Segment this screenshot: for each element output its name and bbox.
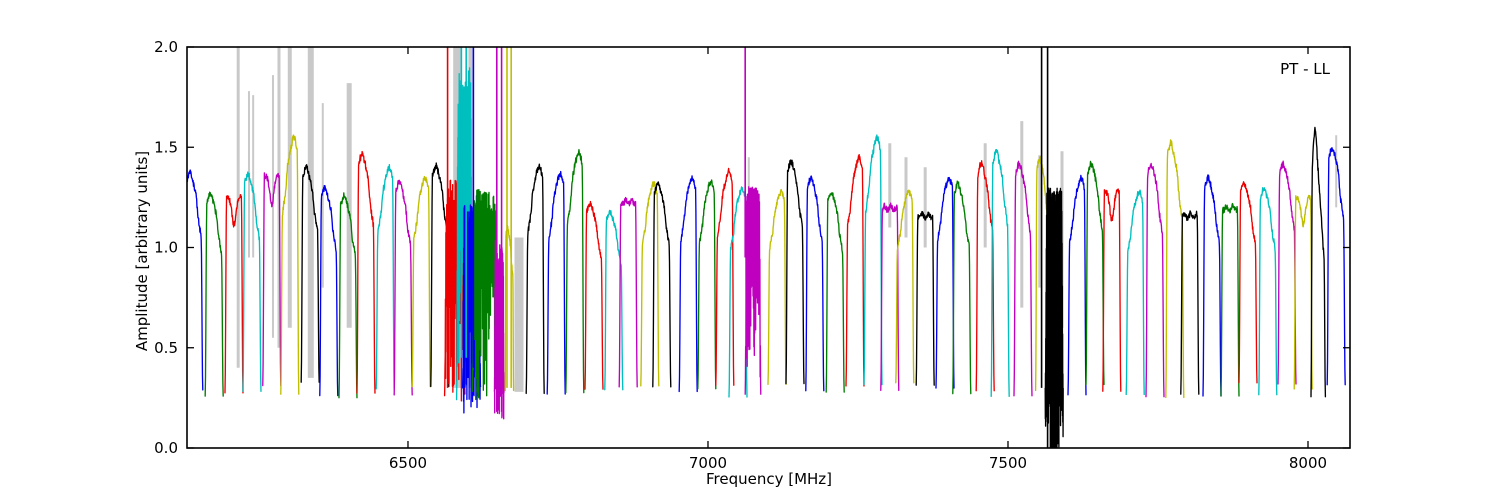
bandpass-segment (652, 181, 672, 388)
bandpass-segment (493, 240, 505, 420)
corner-annotation: PT - LL (1280, 60, 1330, 78)
bandpass-segment (678, 175, 698, 393)
bandpass-segment (356, 150, 376, 394)
bandpass-segment (204, 191, 224, 397)
bandpass-segment (935, 176, 955, 389)
bandpass-segment (280, 134, 300, 395)
x-tick-label: 8000 (1289, 454, 1327, 472)
bandpass-segment (262, 172, 282, 387)
y-tick-label: 0.5 (154, 339, 178, 357)
bandpass-segment (880, 202, 900, 392)
bandpass-segment (455, 67, 473, 401)
x-tick-label: 6500 (389, 454, 427, 472)
bandpass-segment (1145, 162, 1165, 398)
bandpass-segment (375, 164, 395, 390)
bandpass-segment (915, 210, 935, 386)
bandpass-segment (584, 200, 604, 390)
bandpass-segment (767, 188, 787, 385)
bandpass-segment (618, 196, 638, 388)
bandpass-segment (805, 175, 825, 392)
bandpass-segment (744, 186, 762, 395)
plot-frame (186, 46, 1351, 449)
bandpass-segment (242, 171, 262, 393)
x-axis-label: Frequency [MHz] (705, 470, 833, 488)
bandpass-segment (1067, 174, 1087, 396)
bandpass-segment (1220, 202, 1240, 397)
bandpass-segment (338, 192, 358, 399)
bandpass-segment (952, 180, 972, 395)
bandpass-segment (1202, 174, 1222, 397)
bandpass-segment (863, 134, 883, 386)
bandpass-segment (895, 189, 915, 384)
bandpass-segment (546, 170, 566, 395)
axes-layer: 6500 7000 7500 8000 0.0 0.5 1.0 1.5 2.0 (154, 38, 1351, 472)
bandpass-segment (728, 186, 748, 398)
bandpass-segment (1180, 210, 1200, 395)
bandpass-segment (525, 163, 545, 395)
bandpass-segment (1013, 160, 1033, 397)
bandpass-segment (1125, 189, 1145, 396)
bandpass-segment (319, 185, 339, 397)
bandpass-segment (845, 153, 865, 387)
x-tick-label: 7500 (989, 454, 1027, 472)
bandpass-segment (785, 159, 805, 385)
bandpass-segment (990, 148, 1010, 398)
bandpass-segment (300, 164, 320, 383)
y-tick-label: 1.0 (154, 239, 178, 257)
bandpass-segment (1085, 160, 1105, 386)
y-axis-label: Amplitude [arbitrary units] (133, 150, 151, 352)
bandpass-segment (224, 193, 244, 394)
bandpass-segment (1238, 181, 1258, 384)
y-tick-label: 2.0 (154, 38, 178, 56)
bandpass-segment (640, 181, 660, 387)
bandpass-segment (565, 149, 585, 394)
bandpass-segment (715, 167, 735, 386)
bandpass-segment (1277, 160, 1297, 385)
y-tick-label: 1.5 (154, 138, 178, 156)
bandpass-segment (1293, 194, 1313, 390)
bandpass-segment (471, 188, 499, 401)
bandpass-segment (1258, 187, 1278, 396)
bandpass-segment (1165, 139, 1185, 399)
bandpass-segment (1102, 188, 1122, 392)
x-tick-label: 7000 (689, 454, 727, 472)
bandpass-segment (975, 160, 995, 392)
bandpass-segment (1310, 126, 1327, 398)
bandpass-segment (411, 175, 431, 388)
rfi-spikes-layer (446, 47, 1049, 448)
bandpass-segment (393, 179, 413, 396)
bandpass-segment (825, 192, 845, 393)
y-tick-label: 0.0 (154, 439, 178, 457)
bandpass-segment (1326, 147, 1346, 386)
bandpass-segments-layer (187, 67, 1346, 448)
bandpass-segment (697, 179, 717, 390)
